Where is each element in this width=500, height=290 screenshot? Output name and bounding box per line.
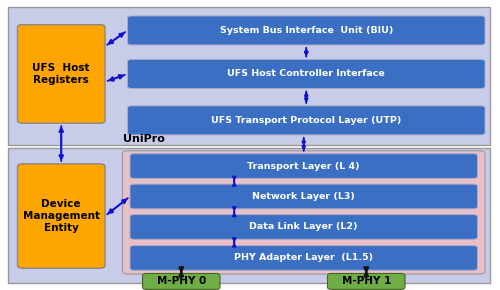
FancyBboxPatch shape [128,16,485,45]
FancyBboxPatch shape [142,273,220,289]
FancyBboxPatch shape [130,184,478,209]
FancyBboxPatch shape [130,246,478,270]
FancyBboxPatch shape [122,151,485,274]
FancyBboxPatch shape [130,215,478,239]
FancyBboxPatch shape [130,154,478,178]
Text: M-PHY 1: M-PHY 1 [342,276,391,287]
Text: Transport Layer (L 4): Transport Layer (L 4) [248,162,360,171]
FancyBboxPatch shape [128,59,485,88]
Text: Device
Management
Entity: Device Management Entity [23,200,100,233]
FancyBboxPatch shape [18,164,105,268]
Text: System Bus Interface  Unit (BIU): System Bus Interface Unit (BIU) [220,26,393,35]
Text: UFS Host Controller Interface: UFS Host Controller Interface [228,69,385,79]
Text: UFS Transport Protocol Layer (UTP): UFS Transport Protocol Layer (UTP) [211,116,402,125]
Text: Network Layer (L3): Network Layer (L3) [252,192,355,201]
Text: M-PHY 0: M-PHY 0 [156,276,206,287]
FancyBboxPatch shape [328,273,405,289]
Text: Data Link Layer (L2): Data Link Layer (L2) [250,222,358,231]
Text: UFS  Host
Registers: UFS Host Registers [32,63,90,85]
FancyBboxPatch shape [128,106,485,135]
Text: PHY Adapter Layer  (L1.5): PHY Adapter Layer (L1.5) [234,253,374,262]
FancyBboxPatch shape [8,7,490,145]
FancyBboxPatch shape [8,148,490,283]
FancyBboxPatch shape [18,25,105,123]
Text: UniPro: UniPro [122,134,164,144]
